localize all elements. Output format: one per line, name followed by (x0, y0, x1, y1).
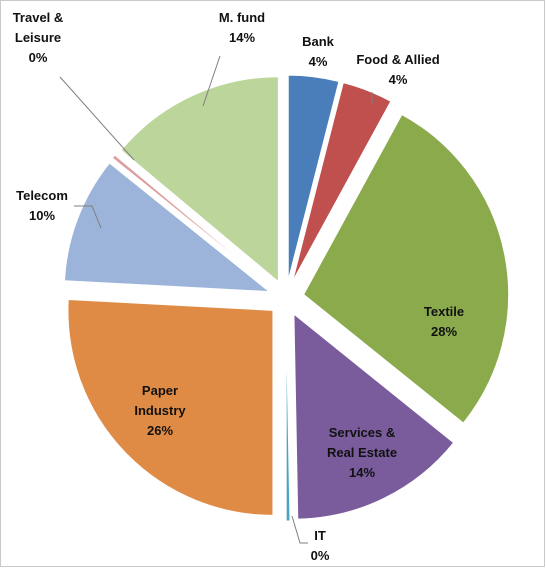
slice-percent-it: 0% (311, 548, 330, 563)
slice-name-paper-industry: Industry (134, 403, 186, 418)
slice-percent-m-fund: 14% (229, 30, 255, 45)
leader-line-it (291, 515, 308, 544)
slice-name-food-and-allied: Food & Allied (356, 52, 439, 67)
slice-m-fund (120, 76, 279, 283)
slice-paper-industry (67, 298, 274, 516)
slice-telecom (63, 162, 271, 293)
slice-label-bank: Bank 4% (302, 34, 335, 69)
slice-label-paper-industry: Paper Industry 26% (134, 383, 186, 438)
pie-slices (63, 74, 510, 522)
slice-label-travel-and-leisure: Travel & Leisure 0% (13, 10, 64, 65)
slice-it (285, 315, 291, 522)
slice-percent-food-and-allied: 4% (389, 72, 408, 87)
slice-travel-and-leisure (111, 154, 273, 287)
slice-name-travel-and-leisure: Travel & (13, 10, 64, 25)
slice-label-it: IT 0% (311, 528, 330, 563)
slice-name-telecom: Telecom (16, 188, 68, 203)
slice-name-paper-industry: Paper (142, 383, 178, 398)
leader-line-m-fund (202, 55, 221, 107)
slice-name-services-and-real-estate: Real Estate (327, 445, 397, 460)
slice-percent-textile: 28% (431, 324, 457, 339)
slice-label-textile: Textile 28% (424, 304, 464, 339)
slice-label-m-fund: M. fund 14% (219, 10, 265, 45)
leader-line-travel-and-leisure (59, 76, 135, 161)
slice-label-telecom: Telecom 10% (16, 188, 68, 223)
slice-food-and-allied (292, 82, 392, 282)
slice-label-food-and-allied: Food & Allied 4% (356, 52, 439, 87)
slice-percent-telecom: 10% (29, 208, 55, 223)
leader-lines (59, 55, 373, 544)
slice-name-services-and-real-estate: Services & (329, 425, 396, 440)
slice-name-bank: Bank (302, 34, 335, 49)
slice-percent-paper-industry: 26% (147, 423, 173, 438)
slice-label-services-and-real-estate: Services & Real Estate 14% (327, 425, 397, 480)
slice-name-m-fund: M. fund (219, 10, 265, 25)
slice-bank (287, 74, 340, 281)
leader-line-telecom (74, 205, 102, 229)
slice-name-it: IT (314, 528, 326, 543)
slice-percent-services-and-real-estate: 14% (349, 465, 375, 480)
slice-name-travel-and-leisure: Leisure (15, 30, 61, 45)
slice-textile (303, 113, 510, 424)
slice-labels: Bank 4% Food & Allied 4% Textile 28% Services … (13, 10, 464, 563)
slice-percent-bank: 4% (309, 54, 328, 69)
slice-services-and-real-estate (293, 313, 455, 520)
slice-percent-travel-and-leisure: 0% (29, 50, 48, 65)
slice-name-textile: Textile (424, 304, 464, 319)
